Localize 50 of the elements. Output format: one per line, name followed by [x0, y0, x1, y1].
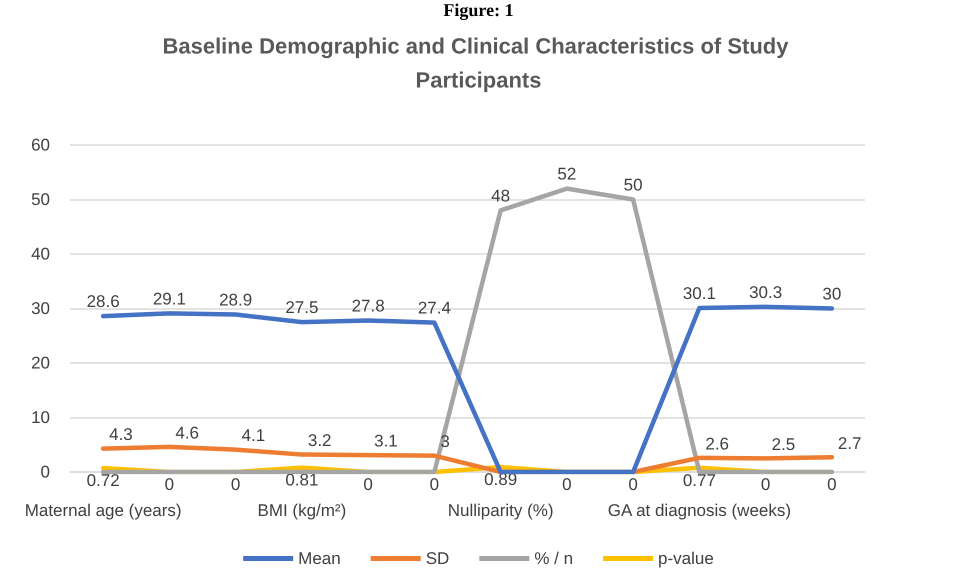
data-label: 28.9	[219, 290, 252, 310]
data-label: 29.1	[152, 289, 186, 308]
data-label: 30.1	[682, 284, 716, 303]
data-label: 0	[164, 475, 174, 494]
x-tick-label: Maternal age (years)	[24, 501, 182, 520]
y-tick-label: 10	[31, 408, 50, 427]
data-label: 48	[491, 186, 510, 206]
x-tick-label: BMI (kg/m²)	[257, 501, 346, 520]
data-label: 0	[430, 475, 440, 494]
data-label: 0.77	[682, 470, 716, 490]
data-label: 3.2	[308, 431, 332, 450]
legend-label: SD	[426, 549, 450, 568]
y-tick-label: 40	[31, 244, 50, 264]
data-label: 2.6	[705, 434, 730, 454]
text: Figure: 1	[442, 0, 515, 20]
y-tick-label: 50	[31, 190, 50, 209]
data-label: 0	[628, 475, 638, 494]
data-label: 0	[363, 475, 373, 494]
data-label: 27.4	[418, 298, 451, 318]
y-tick-label: 0	[40, 462, 50, 482]
data-label: 28.6	[86, 292, 120, 312]
data-label: 0.72	[86, 471, 120, 490]
data-label: 0	[760, 475, 770, 494]
data-label: 50	[624, 176, 643, 194]
y-tick-label: 30	[31, 299, 50, 318]
data-label: 0	[230, 475, 240, 494]
data-label: 30.3	[749, 282, 782, 302]
data-label: 4.3	[109, 425, 133, 444]
data-label: 27.5	[285, 298, 318, 318]
data-label: 0.89	[484, 470, 518, 490]
data-label: 2.5	[772, 434, 796, 454]
data-label: 0	[562, 475, 572, 494]
data-label: 0.81	[285, 470, 318, 490]
x-tick-label: Nulliparity (%)	[448, 501, 554, 520]
data-label: 3.1	[374, 432, 398, 451]
y-tick-label: 20	[31, 354, 50, 372]
chart-title: Baseline Demographic and Clinical Characteristics of Study Participants	[162, 34, 795, 92]
data-label: 2.7	[838, 434, 862, 453]
legend-label: Mean	[298, 549, 341, 568]
data-label: 27.8	[352, 296, 385, 316]
data-label: 4.1	[242, 426, 266, 446]
data-label: 0	[827, 475, 837, 494]
data-label: 4.6	[175, 423, 200, 442]
legend-label: % / n	[534, 549, 574, 568]
y-tick-label: 60	[31, 136, 50, 154]
data-label: 52	[557, 164, 576, 184]
legend-label: p-value	[658, 549, 714, 568]
data-label: 3	[440, 432, 450, 452]
data-label: 30	[822, 284, 842, 304]
x-tick-label: GA at diagnosis (weeks)	[608, 501, 792, 520]
